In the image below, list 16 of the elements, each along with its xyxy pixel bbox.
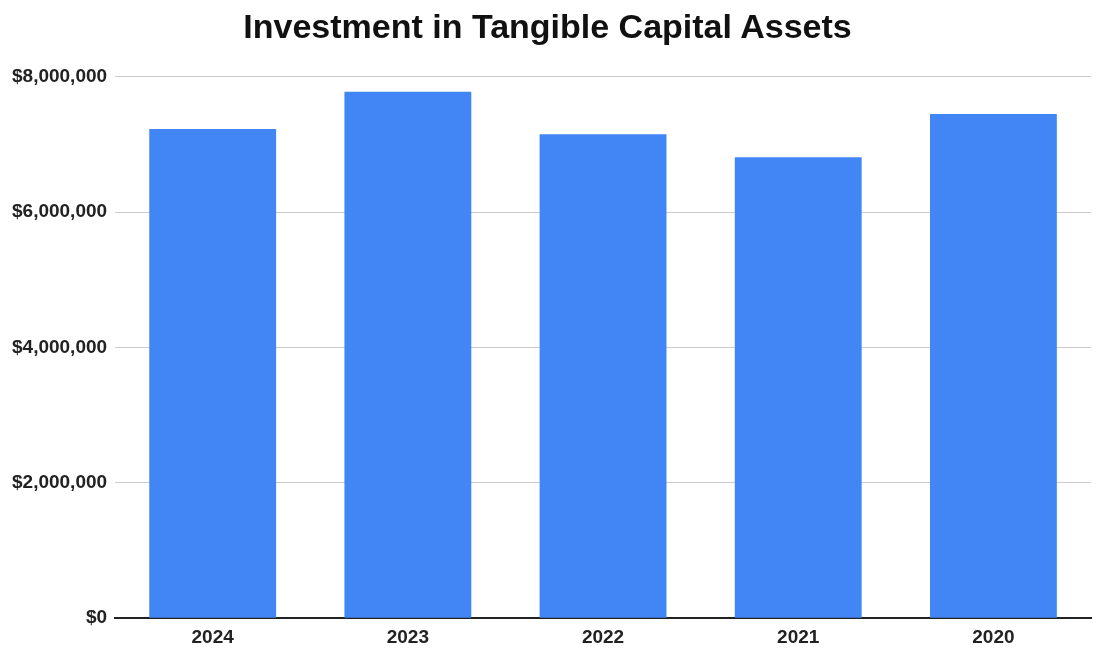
bar	[149, 128, 277, 618]
x-tick-label: 2022	[581, 625, 625, 647]
bar	[929, 114, 1057, 618]
y-tick-label: $0	[85, 606, 108, 628]
x-tick-label: 2023	[386, 625, 430, 647]
chart-title: Investment in Tangible Capital Assets	[243, 6, 852, 45]
y-tick-label: $8,000,000	[12, 65, 108, 87]
x-tick-label: 2020	[972, 625, 1015, 647]
x-tick-label: 2021	[777, 625, 820, 647]
x-tick-label: 2024	[191, 625, 235, 647]
y-tick-label: $6,000,000	[12, 200, 108, 222]
y-tick-label: $2,000,000	[12, 471, 108, 493]
bar	[539, 134, 667, 618]
y-tick-label: $4,000,000	[12, 335, 108, 357]
bar	[734, 157, 862, 618]
bar	[344, 91, 472, 618]
